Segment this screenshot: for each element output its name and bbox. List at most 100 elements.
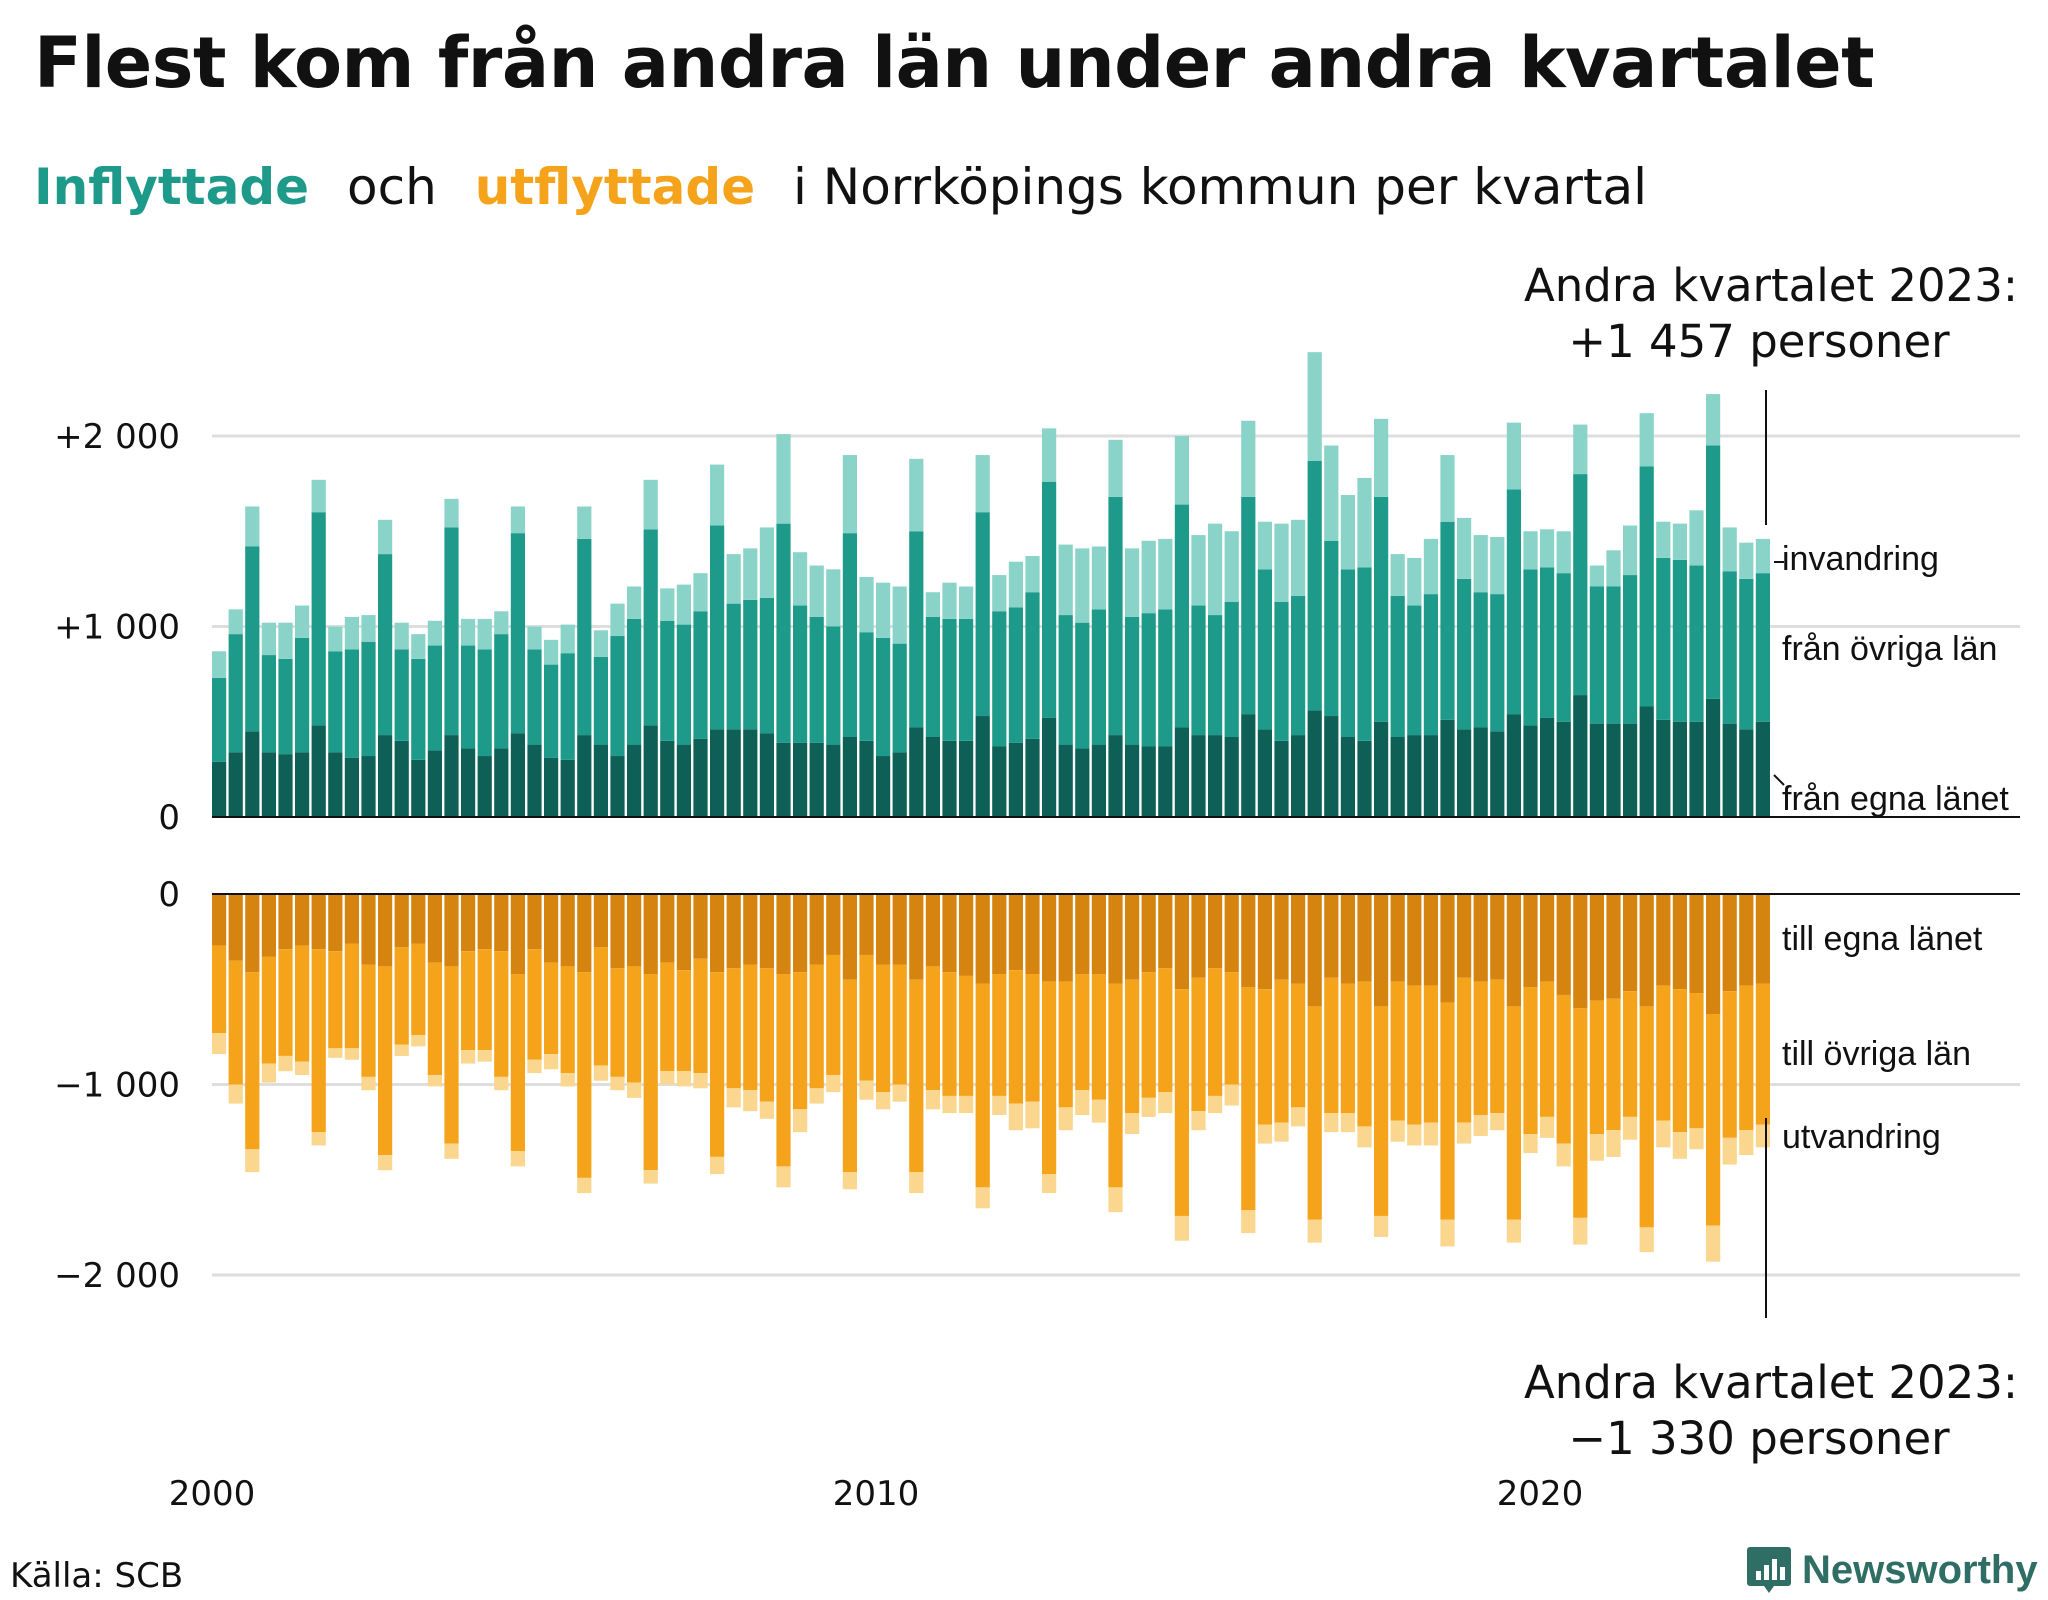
bar-in-2 [1141, 613, 1156, 747]
bar-out-1 [1241, 894, 1256, 988]
bar-out-1 [1374, 894, 1389, 1007]
y-tick-top: +1 000 [54, 608, 180, 648]
bar-out-1 [1656, 894, 1671, 986]
bar-in-1 [560, 759, 575, 817]
bar-in-1 [726, 729, 741, 817]
bar-in-3 [1473, 535, 1488, 593]
bar-in-2 [1291, 596, 1306, 736]
bar-in-2 [1506, 489, 1521, 715]
bar-out-2 [627, 966, 642, 1083]
bar-in-2 [228, 634, 243, 753]
bar-in-1 [212, 761, 227, 817]
bar-out-1 [1722, 894, 1737, 992]
bar-out-3 [1672, 1132, 1687, 1159]
bar-out-3 [461, 1050, 476, 1064]
bar-out-1 [1706, 894, 1721, 1015]
bar-out-3 [1058, 1107, 1073, 1131]
bar-out-3 [328, 1048, 343, 1058]
bar-out-3 [660, 1071, 675, 1085]
bar-out-1 [1573, 894, 1588, 1009]
bar-in-2 [759, 597, 774, 734]
bar-out-3 [710, 1156, 725, 1175]
bar-out-3 [1158, 1092, 1173, 1114]
bar-out-2 [378, 966, 393, 1155]
bar-in-2 [776, 523, 791, 743]
bar-in-3 [1357, 477, 1372, 568]
bar-in-2 [1108, 496, 1123, 736]
bar-out-2 [278, 949, 293, 1056]
bar-in-3 [759, 527, 774, 598]
bar-in-3 [527, 626, 542, 650]
bar-out-2 [527, 949, 542, 1060]
bar-out-1 [1556, 894, 1571, 995]
bar-out-2 [1058, 981, 1073, 1108]
bar-in-3 [1656, 521, 1671, 558]
bar-out-1 [1108, 894, 1123, 984]
bar-in-1 [892, 752, 907, 817]
bar-out-2 [1340, 983, 1355, 1114]
bar-in-2 [1656, 557, 1671, 720]
bar-in-1 [759, 733, 774, 817]
bar-in-3 [1224, 531, 1239, 602]
bar-out-1 [1224, 894, 1239, 973]
bar-out-3 [1755, 1124, 1770, 1148]
bar-out-2 [726, 968, 741, 1089]
bar-out-3 [1689, 1128, 1704, 1150]
bar-out-3 [593, 1065, 608, 1081]
bar-out-1 [842, 894, 857, 980]
bar-out-2 [809, 964, 824, 1089]
bar-in-3 [1755, 538, 1770, 574]
bar-out-2 [826, 954, 841, 1075]
bar-out-2 [1423, 985, 1438, 1123]
bar-out-3 [245, 1149, 260, 1173]
bar-out-1 [444, 894, 459, 967]
bar-in-3 [1556, 531, 1571, 574]
bar-out-2 [411, 943, 426, 1035]
bar-out-3 [809, 1088, 824, 1104]
bar-in-3 [1108, 439, 1123, 497]
bar-in-3 [1440, 455, 1455, 522]
bar-in-1 [676, 744, 691, 817]
bar-out-1 [975, 894, 990, 984]
bar-out-2 [743, 964, 758, 1091]
bar-out-1 [1191, 894, 1206, 978]
bar-in-1 [311, 725, 326, 817]
bar-out-1 [1324, 894, 1339, 978]
bar-out-3 [1108, 1187, 1123, 1213]
bar-in-2 [1440, 521, 1455, 720]
bar-in-2 [1589, 586, 1604, 724]
bar-in-3 [1606, 550, 1621, 587]
bar-out-2 [1407, 985, 1422, 1125]
bar-out-3 [676, 1071, 691, 1087]
bar-out-2 [228, 960, 243, 1085]
bar-out-1 [494, 894, 509, 952]
bar-out-1 [1058, 894, 1073, 982]
bar-in-1 [494, 748, 509, 817]
bar-in-1 [477, 756, 492, 817]
bar-out-1 [1390, 894, 1405, 982]
bar-out-2 [1208, 968, 1223, 1096]
bar-out-3 [1324, 1113, 1339, 1133]
bar-in-2 [1490, 594, 1505, 732]
bar-in-2 [527, 649, 542, 745]
bar-in-1 [776, 742, 791, 817]
bar-in-1 [1506, 714, 1521, 817]
bar-in-1 [1689, 721, 1704, 817]
bar-out-1 [1174, 894, 1189, 990]
bar-out-1 [311, 894, 326, 950]
bar-in-3 [1423, 538, 1438, 595]
bar-out-1 [394, 894, 409, 948]
bar-out-1 [676, 894, 691, 971]
bar-in-3 [245, 506, 260, 547]
bar-in-3 [842, 455, 857, 534]
bar-out-2 [1125, 979, 1140, 1114]
bar-in-3 [610, 603, 625, 637]
bar-in-3 [1042, 428, 1057, 482]
bar-in-3 [544, 639, 559, 665]
bar-in-3 [959, 586, 974, 619]
bar-out-2 [842, 979, 857, 1173]
bar-out-1 [1423, 894, 1438, 986]
bar-out-1 [427, 894, 442, 963]
bar-in-2 [859, 632, 874, 741]
bar-in-1 [1457, 729, 1472, 817]
